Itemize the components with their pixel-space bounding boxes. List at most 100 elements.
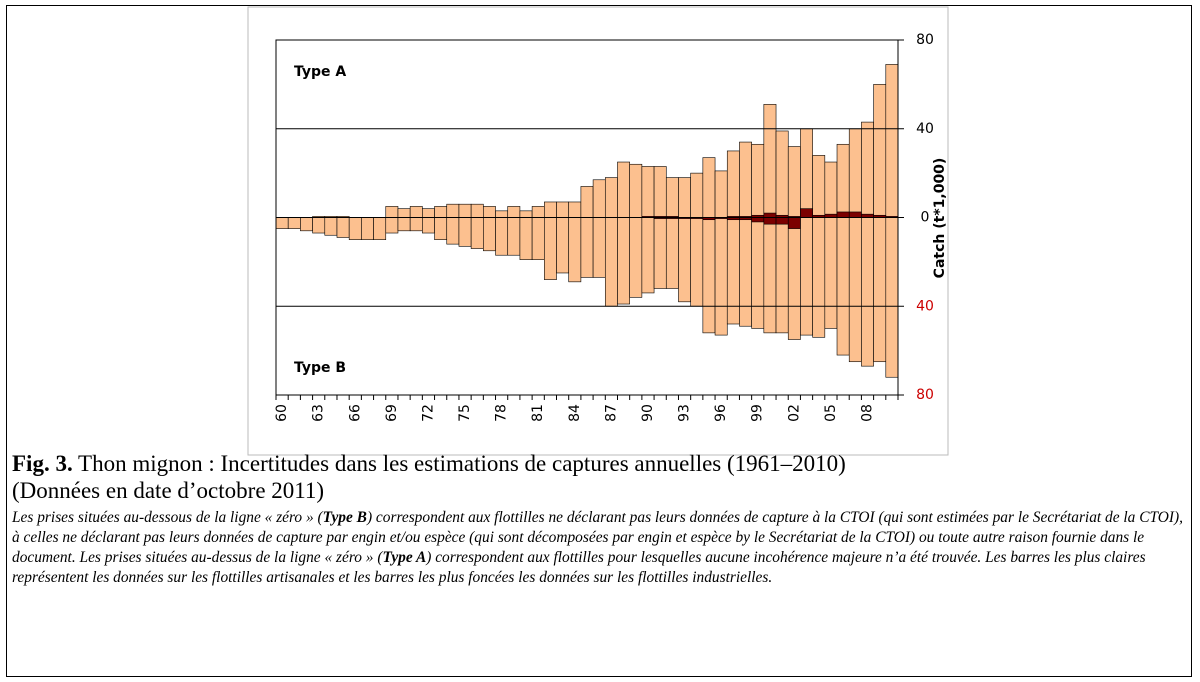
bar [470, 217, 484, 249]
y-axis-label: Catch (t*1,000) [932, 158, 948, 279]
y-tick-label: 40 [916, 121, 934, 137]
y-tick-label: 40 [916, 298, 934, 314]
x-tick-label: 69 [384, 404, 400, 422]
x-tick-label: 05 [823, 404, 839, 422]
text: Les prises situées au-dessous de la lign… [12, 509, 323, 526]
bar [409, 206, 423, 218]
bar [446, 217, 460, 245]
bar [385, 206, 399, 218]
bar [678, 217, 691, 303]
bar [824, 161, 838, 218]
y-tick-label: 80 [916, 32, 934, 48]
x-tick-label: 84 [567, 404, 583, 422]
text-bold: Type B [322, 509, 367, 526]
bar [361, 217, 374, 240]
figure-subtitle: (Données en date d’octobre 2011) [12, 478, 325, 503]
caption-title: Fig. 3. Thon mignon : Incertitudes dans … [12, 450, 1184, 477]
x-tick-label: 02 [786, 404, 802, 422]
bar [531, 217, 545, 260]
bar [458, 217, 472, 247]
bar [726, 217, 740, 325]
x-tick-label: 63 [311, 404, 327, 422]
bar [556, 201, 570, 218]
bar [751, 217, 765, 223]
y-tick-label: 0 [921, 210, 930, 226]
bar [422, 217, 435, 234]
x-tick-label: 93 [677, 404, 693, 422]
text: ) correspondent aux flottilles pour lesq… [12, 549, 1146, 586]
bar [824, 217, 838, 329]
text: ) correspondent aux flottilles ne déclar… [12, 509, 1183, 566]
bar [519, 217, 533, 260]
figure-title: Thon mignon : Incertitudes dans les esti… [78, 451, 846, 476]
bar [300, 217, 313, 232]
bar [519, 210, 533, 218]
bar [702, 157, 716, 218]
bar [763, 104, 777, 218]
bar [275, 217, 289, 229]
bar [385, 217, 399, 234]
bar [422, 208, 435, 218]
x-tick-label: 87 [603, 404, 619, 422]
bar [580, 186, 594, 218]
bar [629, 163, 643, 218]
x-tick-label: 72 [420, 404, 436, 422]
bar [739, 141, 752, 218]
figure-frame [6, 5, 1192, 677]
bar [495, 217, 509, 256]
bar [775, 217, 789, 225]
bar [775, 217, 789, 334]
annotation: Type A [294, 64, 346, 80]
bar [397, 217, 411, 232]
bar [873, 217, 887, 363]
bar [665, 217, 679, 289]
bar [507, 206, 521, 218]
annotation: Type B [294, 360, 346, 376]
bar [873, 84, 887, 218]
x-tick-label: 75 [457, 404, 473, 422]
bar [763, 212, 777, 218]
x-tick-label: 96 [713, 404, 729, 422]
bar [507, 217, 521, 256]
bar [604, 177, 618, 218]
bar [641, 217, 655, 294]
bar [726, 150, 740, 218]
bar [690, 217, 704, 307]
bar [653, 166, 667, 218]
bar [714, 170, 728, 218]
bar [641, 166, 655, 218]
bar [836, 211, 850, 218]
text-bold: Type A [382, 549, 427, 566]
bar [751, 217, 765, 329]
bar [775, 130, 789, 218]
bar [604, 217, 618, 307]
bar [690, 172, 704, 218]
figure-number: Fig. 3. [12, 451, 73, 476]
bar [483, 206, 496, 218]
x-tick-label: 90 [640, 404, 656, 422]
bar [458, 203, 472, 218]
bar [409, 217, 423, 232]
bar [580, 217, 594, 278]
bar [787, 217, 801, 340]
bar [714, 217, 728, 336]
x-tick-label: 99 [750, 404, 766, 422]
bar [800, 128, 813, 218]
caption-text: Les prises situées au-dessous de la lign… [12, 508, 1184, 588]
bar [592, 179, 606, 218]
bar [373, 217, 387, 240]
bar [446, 203, 460, 218]
bar [812, 217, 826, 338]
x-tick-label: 60 [274, 404, 290, 422]
bar [787, 146, 801, 218]
bar [653, 217, 667, 289]
bar [568, 217, 582, 283]
bar [848, 211, 862, 218]
bar [763, 217, 777, 225]
bar [751, 143, 765, 218]
bar [495, 210, 509, 218]
bar [397, 208, 411, 218]
bar [812, 155, 826, 218]
x-tick-label: 78 [494, 404, 510, 422]
bar [885, 217, 899, 378]
